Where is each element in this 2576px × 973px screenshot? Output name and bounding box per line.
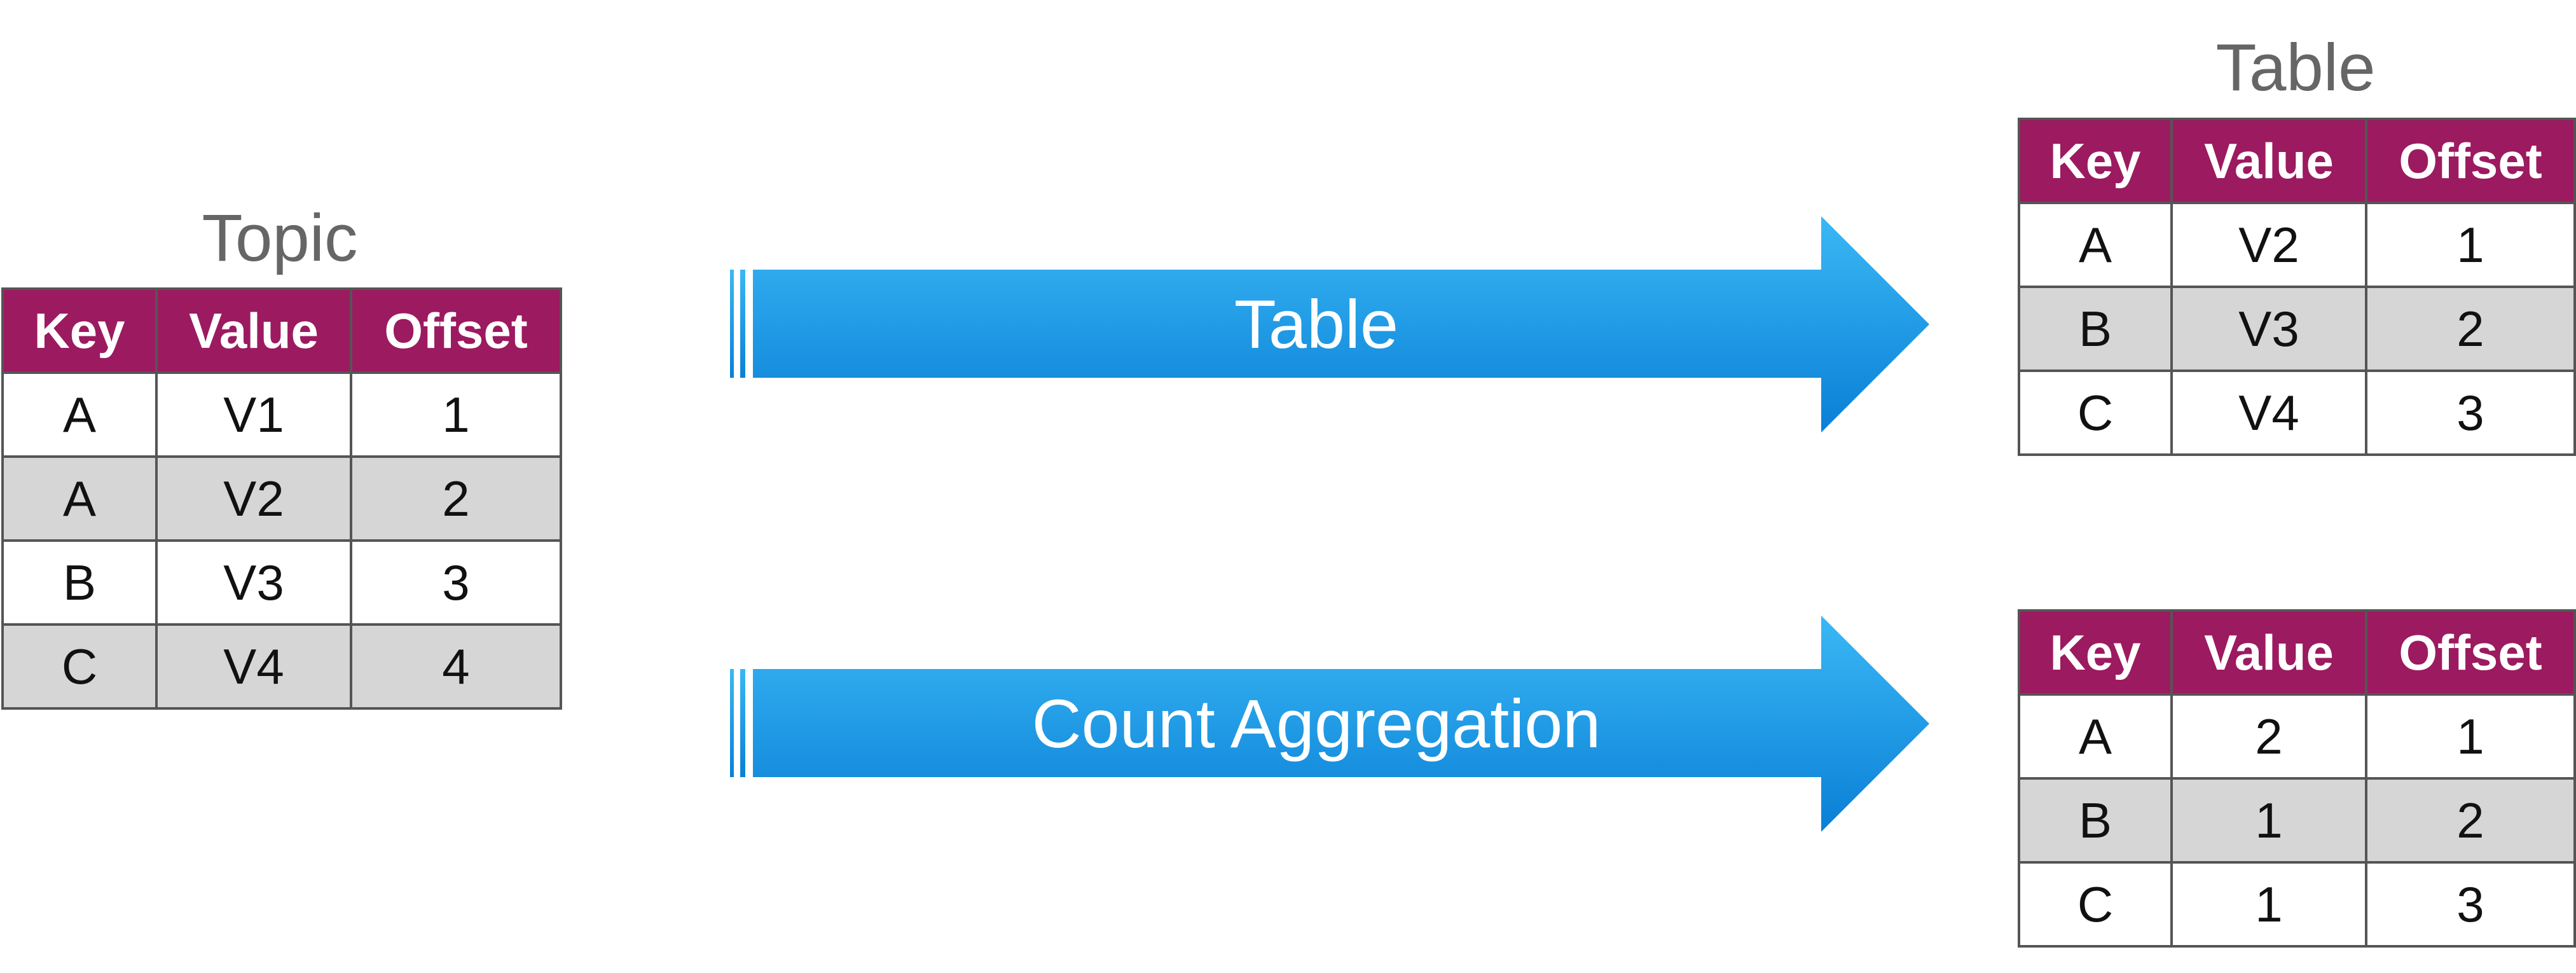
table-row: B V3 3 xyxy=(1,539,562,626)
column-header-offset: Offset xyxy=(2365,118,2576,204)
table-header-row: Key Value Offset xyxy=(2018,118,2576,204)
arrow-label-table: Table xyxy=(1234,286,1399,362)
cell-key: C xyxy=(2018,369,2173,456)
column-header-key: Key xyxy=(2018,609,2173,696)
cell-key: C xyxy=(2018,861,2173,948)
cell-value: 1 xyxy=(2170,777,2367,864)
table-row: C 1 3 xyxy=(2018,861,2576,948)
column-header-key: Key xyxy=(2018,118,2173,204)
cell-key: B xyxy=(2018,777,2173,864)
cell-value: 2 xyxy=(2170,693,2367,780)
cell-value: V2 xyxy=(2170,202,2367,288)
table-row: C V4 4 xyxy=(1,623,562,710)
table-row: C V4 3 xyxy=(2018,369,2576,456)
column-header-value: Value xyxy=(155,287,352,374)
table-header-row: Key Value Offset xyxy=(2018,609,2576,696)
cell-value: V2 xyxy=(155,455,352,542)
cell-offset: 3 xyxy=(2365,861,2576,948)
cell-key: A xyxy=(1,371,158,458)
cell-value: 1 xyxy=(2170,861,2367,948)
cell-key: B xyxy=(1,539,158,626)
topic-caption: Topic xyxy=(202,201,358,275)
column-header-value: Value xyxy=(2170,609,2367,696)
table-row: A V2 1 xyxy=(2018,202,2576,288)
cell-offset: 3 xyxy=(350,539,562,626)
cell-value: V1 xyxy=(155,371,352,458)
cell-offset: 1 xyxy=(350,371,562,458)
table-header-row: Key Value Offset xyxy=(1,287,562,374)
count-aggregation-arrow: Count Aggregation xyxy=(725,616,1997,832)
column-header-offset: Offset xyxy=(2365,609,2576,696)
cell-offset: 3 xyxy=(2365,369,2576,456)
column-header-value: Value xyxy=(2170,118,2367,204)
cell-key: C xyxy=(1,623,158,710)
cell-value: V3 xyxy=(2170,286,2367,372)
cell-value: V3 xyxy=(155,539,352,626)
column-header-key: Key xyxy=(1,287,158,374)
result-table: Key Value Offset A V2 1 B V3 2 C V4 3 xyxy=(2018,118,2576,456)
cell-offset: 2 xyxy=(350,455,562,542)
topic-table: Key Value Offset A V1 1 A V2 2 B V3 3 C … xyxy=(1,287,562,710)
cell-offset: 1 xyxy=(2365,693,2576,780)
table-row: A V2 2 xyxy=(1,455,562,542)
cell-offset: 4 xyxy=(350,623,562,710)
table-row: A 2 1 xyxy=(2018,693,2576,780)
cell-offset: 2 xyxy=(2365,286,2576,372)
cell-offset: 2 xyxy=(2365,777,2576,864)
count-aggregation-table: Key Value Offset A 2 1 B 1 2 C 1 3 xyxy=(2018,609,2576,948)
cell-value: V4 xyxy=(2170,369,2367,456)
table-row: B 1 2 xyxy=(2018,777,2576,864)
cell-offset: 1 xyxy=(2365,202,2576,288)
cell-key: A xyxy=(2018,693,2173,780)
table-arrow: Table xyxy=(725,216,1997,432)
right-arrow-icon xyxy=(730,216,1929,432)
table-row: A V1 1 xyxy=(1,371,562,458)
arrow-label-count-aggregation: Count Aggregation xyxy=(1031,685,1601,762)
cell-key: B xyxy=(2018,286,2173,372)
column-header-offset: Offset xyxy=(350,287,562,374)
cell-key: A xyxy=(2018,202,2173,288)
result-table-caption: Table xyxy=(2215,31,2376,105)
cell-key: A xyxy=(1,455,158,542)
right-arrow-icon xyxy=(730,616,1929,832)
table-row: B V3 2 xyxy=(2018,286,2576,372)
cell-value: V4 xyxy=(155,623,352,710)
